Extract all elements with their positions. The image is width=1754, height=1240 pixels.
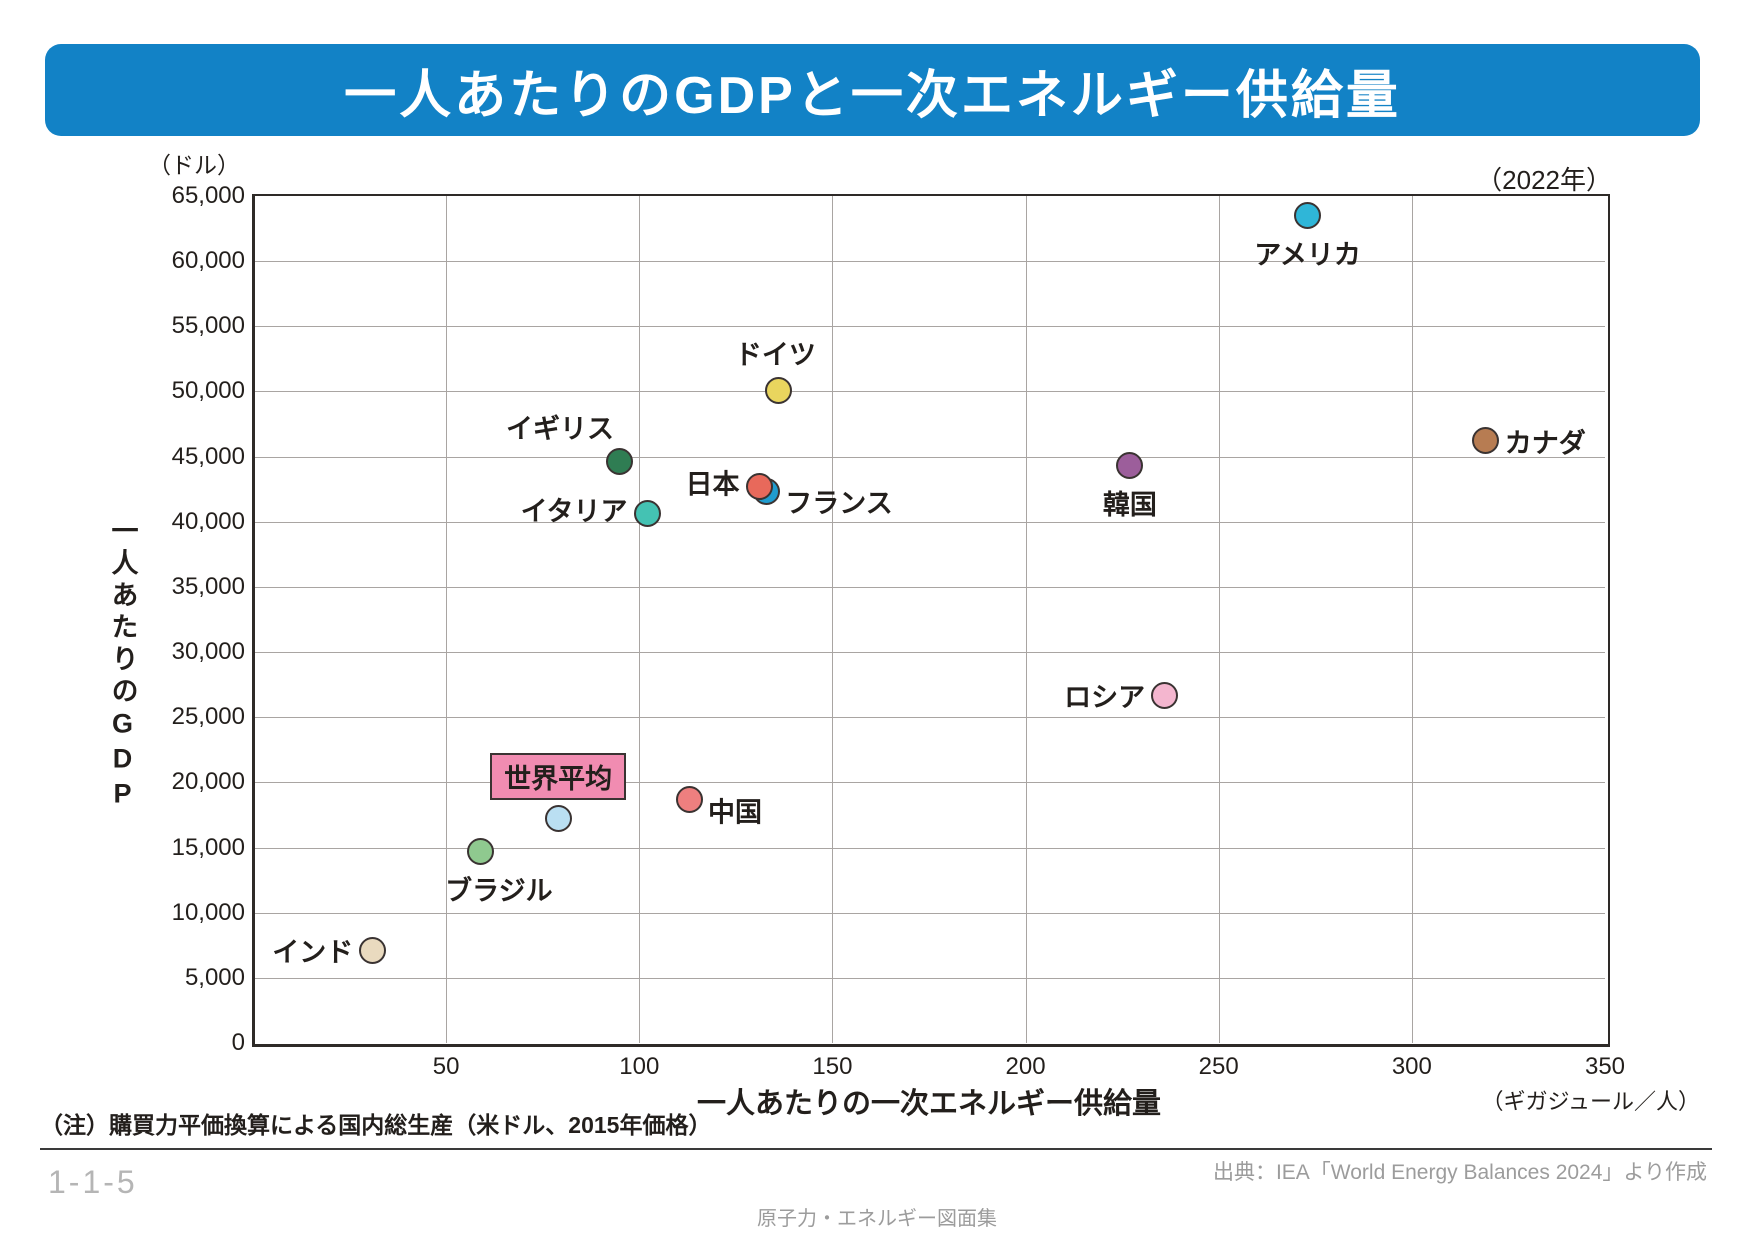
label-world-average: 世界平均 [490, 753, 627, 801]
x-tick-label: 100 [619, 1053, 660, 1080]
x-axis-title: 一人あたりの一次エネルギー供給量 [696, 1088, 1162, 1120]
point-italy [633, 500, 661, 528]
x-gridline [1025, 196, 1027, 1043]
x-gridline [639, 196, 641, 1043]
label-france: フランス [785, 488, 893, 519]
y-tick-label: 60,000 [171, 247, 245, 275]
y-tick-label: 20,000 [171, 768, 245, 796]
label-china: 中国 [708, 797, 762, 828]
label-italy: イタリア [520, 496, 628, 527]
footer-divider [40, 1148, 1712, 1150]
y-gridline [253, 717, 1605, 719]
x-tick-label: 350 [1584, 1053, 1626, 1080]
year-label: （2022年） [1476, 165, 1612, 195]
x-tick-label: 150 [812, 1053, 853, 1080]
y-gridline [253, 652, 1605, 654]
point-china [676, 785, 703, 813]
label-germany: ドイツ [734, 339, 816, 370]
x-gridline [1411, 196, 1413, 1043]
point-russia [1151, 681, 1179, 709]
footer-text: 原子力・エネルギー図面集 [757, 1208, 997, 1230]
y-tick-label: 65,000 [171, 182, 245, 209]
x-gridline [832, 196, 834, 1043]
x-tick-label: 300 [1391, 1053, 1432, 1080]
x-tick-label: 50 [432, 1053, 460, 1080]
y-gridline [253, 782, 1605, 784]
y-gridline [253, 847, 1605, 849]
label-usa: アメリカ [1254, 240, 1361, 271]
label-brazil: ブラジル [445, 875, 553, 906]
point-usa [1294, 202, 1322, 230]
label-russia: ロシア [1064, 682, 1146, 713]
y-tick-label: 50,000 [171, 377, 245, 405]
y-gridline [253, 586, 1605, 588]
source-attribution: 出典：IEA「World Energy Balances 2024」より作成 [1212, 1161, 1707, 1184]
plot-area: アメリカカナダ ドイツイギリスフランス 日本イタリア 韓国ロシア中国 世界平均ブラジルイ… [252, 194, 1610, 1047]
x-gridline [1218, 196, 1220, 1043]
y-gridline [253, 456, 1605, 458]
y-tick-label: 55,000 [171, 312, 245, 340]
y-tick-label: 40,000 [171, 507, 245, 535]
point-germany [764, 376, 792, 404]
y-tick-label: 0 [231, 1029, 245, 1056]
point-india [359, 936, 387, 964]
x-tick-label: 250 [1198, 1053, 1239, 1080]
point-korea [1116, 452, 1144, 480]
label-japan: 日本 [685, 469, 740, 500]
page-number: 1-1-5 [48, 1164, 138, 1200]
x-axis-unit-label: （ギガジュール／人） [1481, 1089, 1700, 1114]
page-title: 一人あたりのGDPと一次エネルギー供給量 [344, 66, 1401, 125]
y-gridline [253, 977, 1605, 979]
point-brazil [467, 837, 495, 865]
label-uk: イギリス [505, 414, 614, 445]
y-tick-label: 35,000 [171, 572, 245, 600]
point-world-average [544, 805, 572, 833]
plot-frame [252, 194, 1610, 1047]
label-india: インド [272, 937, 354, 968]
y-tick-label: 10,000 [171, 898, 245, 926]
y-gridline [253, 521, 1605, 523]
label-korea: 韓国 [1102, 490, 1157, 521]
y-gridline [253, 912, 1605, 914]
y-axis-title: 一人あたりのGDP [107, 516, 138, 814]
x-gridline [446, 196, 448, 1043]
x-tick-label: 200 [1005, 1053, 1046, 1080]
y-axis-unit-label: （ドル） [148, 152, 240, 178]
footnote: （注）購買力平価換算による国内総生産（米ドル、2015年価格） [40, 1112, 712, 1138]
y-gridline [253, 326, 1605, 328]
y-tick-label: 5,000 [184, 963, 245, 991]
title-banner: 一人あたりのGDPと一次エネルギー供給量 [45, 44, 1700, 136]
label-canada: カナダ [1504, 428, 1586, 459]
y-tick-label: 45,000 [171, 442, 245, 470]
y-tick-label: 15,000 [171, 833, 245, 861]
y-gridline [253, 391, 1605, 393]
point-japan [745, 473, 773, 501]
y-gridline [253, 261, 1605, 263]
y-tick-label: 25,000 [171, 703, 245, 731]
point-canada [1471, 427, 1499, 455]
point-uk [606, 448, 634, 476]
y-tick-label: 30,000 [171, 638, 245, 666]
